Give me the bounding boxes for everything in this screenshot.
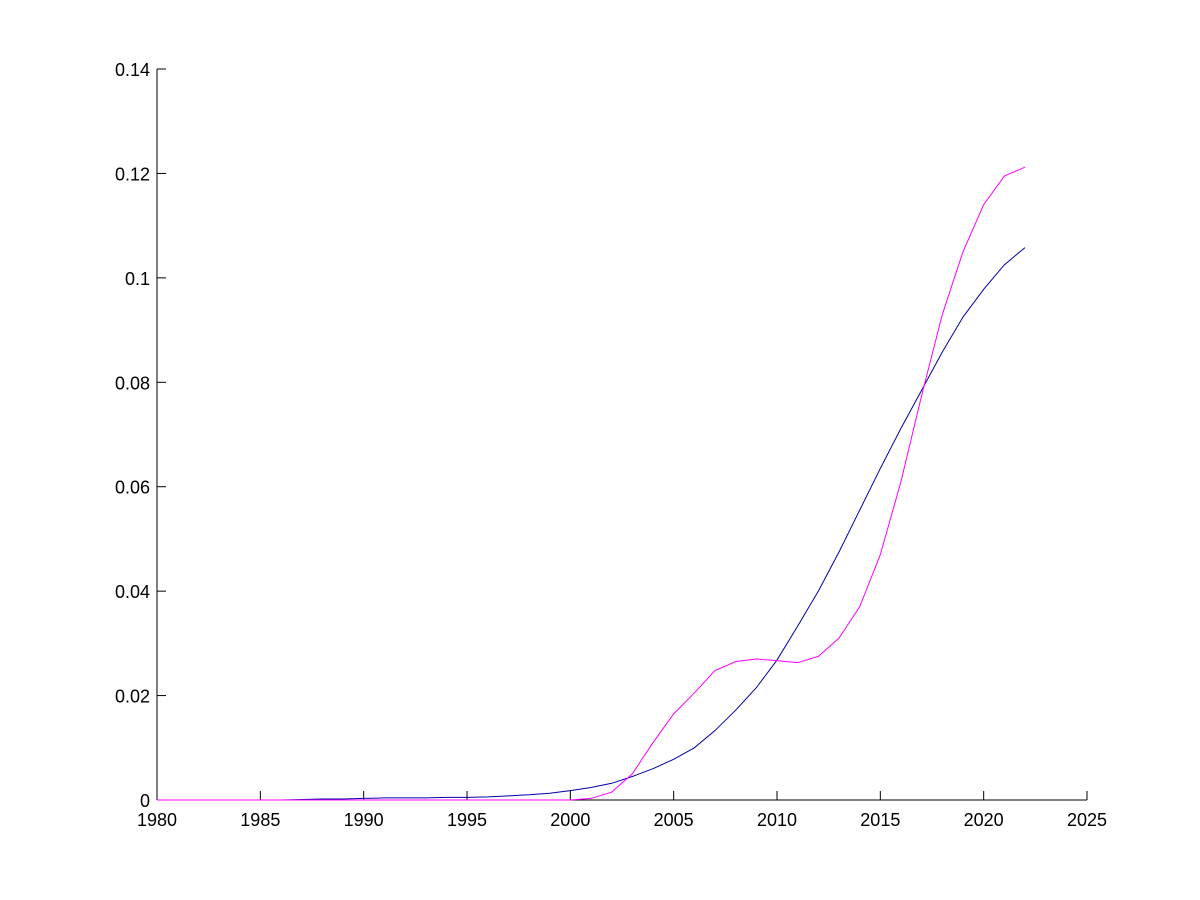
series-line — [157, 166, 1026, 801]
y-tick-label: 0.1 — [125, 269, 150, 289]
y-tick-label: 0.12 — [115, 164, 150, 184]
x-tick-label: 1980 — [137, 810, 177, 830]
x-tick-label: 2000 — [550, 810, 590, 830]
x-tick-label: 2005 — [654, 810, 694, 830]
y-tick-label: 0.02 — [115, 687, 150, 707]
y-tick-label: 0.14 — [115, 60, 150, 80]
x-tick-label: 1985 — [240, 810, 280, 830]
x-tick-label: 2015 — [860, 810, 900, 830]
y-tick-label: 0.04 — [115, 582, 150, 602]
y-tick-label: 0.06 — [115, 478, 150, 498]
x-tick-label: 2025 — [1067, 810, 1107, 830]
x-tick-label: 1995 — [447, 810, 487, 830]
y-tick-label: 0 — [140, 791, 150, 811]
x-tick-label: 2020 — [964, 810, 1004, 830]
y-tick-label: 0.08 — [115, 373, 150, 393]
x-tick-label: 2010 — [757, 810, 797, 830]
series-line — [157, 247, 1026, 801]
x-tick-label: 1990 — [344, 810, 384, 830]
